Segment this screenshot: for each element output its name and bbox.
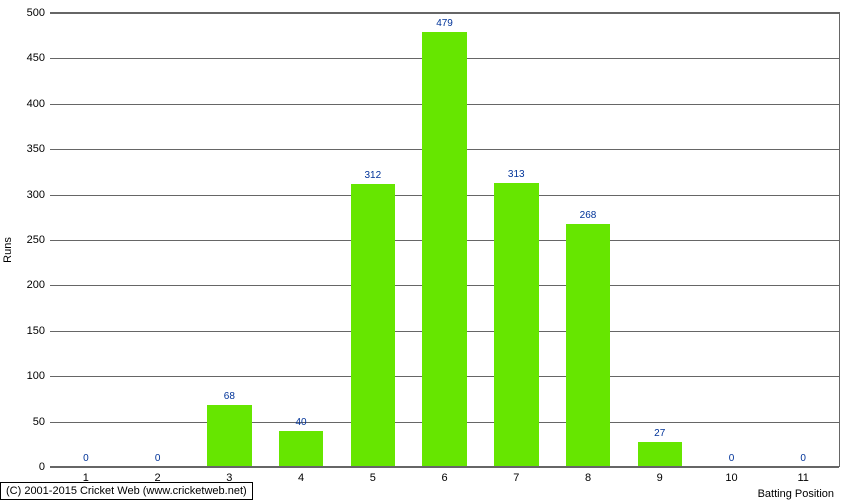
xtick-label: 10 xyxy=(725,467,737,484)
ytick-label: 350 xyxy=(10,143,50,155)
bar: 40 xyxy=(279,431,323,467)
bar: 268 xyxy=(566,224,610,467)
bar-slot: 404 xyxy=(265,13,337,467)
xtick-label: 5 xyxy=(370,467,376,484)
bar-value-label: 27 xyxy=(654,428,665,442)
bar-value-label: 68 xyxy=(224,391,235,405)
ytick-label: 200 xyxy=(10,279,50,291)
bar-value-label: 479 xyxy=(436,18,453,32)
ytick-label: 0 xyxy=(10,461,50,473)
bars-container: 01026834043125479631372688279010011 xyxy=(50,13,839,467)
ytick-label: 150 xyxy=(10,325,50,337)
bar-slot: 683 xyxy=(193,13,265,467)
bar: 68 xyxy=(207,405,251,467)
bar-value-label: 0 xyxy=(729,453,735,467)
xtick-label: 4 xyxy=(298,467,304,484)
copyright-text: (C) 2001-2015 Cricket Web (www.cricketwe… xyxy=(0,482,253,500)
bar-value-label: 313 xyxy=(508,169,525,183)
bar-value-label: 268 xyxy=(580,210,597,224)
xtick-label: 8 xyxy=(585,467,591,484)
bar-slot: 3137 xyxy=(480,13,552,467)
bar-slot: 279 xyxy=(624,13,696,467)
bar-slot: 011 xyxy=(767,13,839,467)
ytick-label: 500 xyxy=(10,7,50,19)
bar-value-label: 312 xyxy=(364,170,381,184)
x-axis-label: Batting Position xyxy=(758,488,834,500)
ytick-label: 250 xyxy=(10,234,50,246)
x-axis-line xyxy=(50,466,839,467)
xtick-label: 6 xyxy=(441,467,447,484)
bar-slot: 4796 xyxy=(409,13,481,467)
xtick-label: 9 xyxy=(657,467,663,484)
bar: 312 xyxy=(351,184,395,467)
chart-area: 050100150200250300350400450500 010268340… xyxy=(50,12,840,467)
y-axis-label: Runs xyxy=(2,237,14,263)
ytick-label: 50 xyxy=(10,416,50,428)
xtick-label: 7 xyxy=(513,467,519,484)
xtick-label: 11 xyxy=(797,467,808,484)
bar-value-label: 0 xyxy=(83,453,89,467)
bar-value-label: 0 xyxy=(800,453,806,467)
ytick-label: 450 xyxy=(10,52,50,64)
bar-value-label: 0 xyxy=(155,453,161,467)
ytick-label: 100 xyxy=(10,370,50,382)
bar: 479 xyxy=(422,32,466,467)
bar: 313 xyxy=(494,183,538,467)
bar-value-label: 40 xyxy=(296,417,307,431)
ytick-label: 400 xyxy=(10,98,50,110)
bar-slot: 02 xyxy=(122,13,194,467)
bar-slot: 010 xyxy=(696,13,768,467)
bar-slot: 3125 xyxy=(337,13,409,467)
bar-slot: 01 xyxy=(50,13,122,467)
bar: 27 xyxy=(638,442,682,467)
bar-slot: 2688 xyxy=(552,13,624,467)
ytick-label: 300 xyxy=(10,189,50,201)
